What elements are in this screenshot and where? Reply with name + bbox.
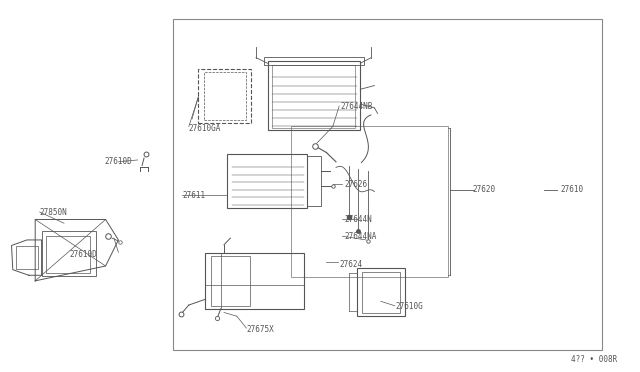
Text: 27850N: 27850N — [40, 208, 67, 217]
Text: 27610: 27610 — [560, 185, 583, 194]
Text: 4?? • 008R: 4?? • 008R — [572, 355, 618, 364]
Bar — [46, 236, 90, 273]
Text: 27675X: 27675X — [246, 325, 274, 334]
Text: 27624: 27624 — [339, 260, 362, 269]
Bar — [198, 69, 251, 123]
Text: 27644N: 27644N — [344, 215, 372, 224]
Bar — [42, 231, 96, 276]
Bar — [16, 246, 38, 269]
Text: 27610D: 27610D — [69, 250, 97, 259]
Text: 27610GA: 27610GA — [189, 124, 221, 133]
Text: 27644NA: 27644NA — [344, 232, 377, 241]
Bar — [211, 256, 250, 306]
Text: 27644NB: 27644NB — [340, 102, 373, 110]
Bar — [272, 65, 355, 128]
Bar — [268, 61, 360, 130]
Bar — [307, 156, 321, 206]
Text: 27610D: 27610D — [104, 157, 132, 166]
Bar — [204, 72, 246, 120]
Text: 27610G: 27610G — [396, 302, 423, 311]
Text: 27620: 27620 — [472, 185, 495, 194]
Text: 27626: 27626 — [344, 180, 367, 189]
Bar — [205, 253, 304, 309]
Bar — [357, 268, 405, 316]
Bar — [291, 126, 448, 277]
Bar — [227, 154, 307, 208]
Bar — [173, 19, 602, 350]
Bar — [264, 57, 364, 65]
Bar — [362, 272, 400, 313]
Text: 27611: 27611 — [182, 191, 205, 200]
